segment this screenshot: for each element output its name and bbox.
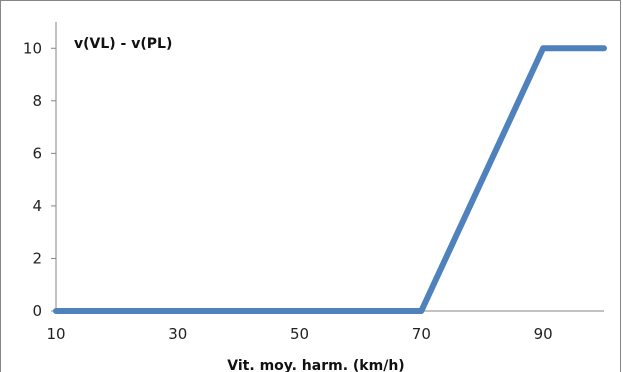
x-axis-title: Vit. moy. harm. (km/h) xyxy=(227,358,404,372)
series-layer xyxy=(53,45,607,314)
y-tick-label: 0 xyxy=(32,302,42,320)
y-tick-label: 8 xyxy=(32,92,42,110)
y-tick-label: 10 xyxy=(23,39,42,57)
y-axis: 0 2 4 6 8 10 xyxy=(23,22,57,320)
y-tick-label: 6 xyxy=(32,144,42,162)
series-line xyxy=(53,45,607,314)
chart-title: v(VL) - v(PL) xyxy=(74,36,172,52)
y-tick-label: 2 xyxy=(32,249,42,267)
x-tick-label: 90 xyxy=(534,325,553,343)
x-tick-label: 50 xyxy=(290,325,309,343)
x-tick-label: 30 xyxy=(168,325,187,343)
x-axis: 10 30 50 70 90 xyxy=(46,310,604,343)
x-tick-label: 10 xyxy=(46,325,65,343)
x-tick-label: 70 xyxy=(412,325,431,343)
y-tick-label: 4 xyxy=(32,197,42,215)
